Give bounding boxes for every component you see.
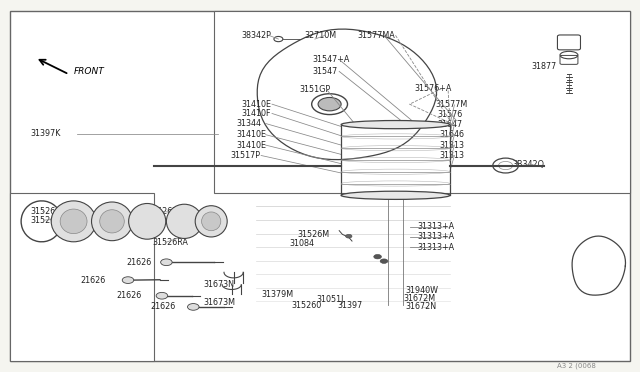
Text: 315260: 315260: [291, 301, 321, 310]
Text: 3B342Q: 3B342Q: [512, 160, 544, 169]
Ellipse shape: [92, 202, 132, 241]
Text: 31344: 31344: [237, 119, 262, 128]
Circle shape: [318, 97, 341, 111]
Text: 3151GP: 3151GP: [300, 85, 331, 94]
Text: 31673M: 31673M: [204, 298, 236, 307]
Text: 31526RB: 31526RB: [31, 216, 67, 225]
Ellipse shape: [341, 121, 450, 129]
Text: 21626: 21626: [80, 276, 105, 285]
Text: 31397K: 31397K: [31, 129, 61, 138]
Circle shape: [380, 259, 388, 263]
Ellipse shape: [129, 203, 166, 239]
Text: 31646: 31646: [439, 130, 464, 139]
Text: 31051J: 31051J: [317, 295, 344, 304]
Text: 31313+A: 31313+A: [417, 243, 454, 252]
Text: 32710M: 32710M: [304, 31, 336, 40]
Ellipse shape: [166, 204, 202, 238]
Text: 31577M: 31577M: [435, 100, 467, 109]
Text: 21626: 21626: [127, 258, 152, 267]
Text: 31410F: 31410F: [242, 109, 271, 118]
Text: 38342P: 38342P: [242, 31, 272, 40]
Circle shape: [122, 277, 134, 283]
Text: 31526M: 31526M: [297, 230, 329, 239]
Ellipse shape: [195, 206, 227, 237]
Text: 31877: 31877: [531, 62, 556, 71]
Text: 31547+A: 31547+A: [312, 55, 349, 64]
Text: 31673N: 31673N: [204, 280, 234, 289]
Text: 31410E: 31410E: [242, 100, 272, 109]
Ellipse shape: [51, 201, 96, 242]
Text: 31577MA: 31577MA: [357, 31, 395, 40]
Text: 21626: 21626: [150, 302, 175, 311]
Text: 31526RC: 31526RC: [31, 207, 67, 216]
Text: 31410E: 31410E: [237, 141, 267, 150]
Circle shape: [188, 304, 199, 310]
Text: 31313+A: 31313+A: [417, 222, 454, 231]
Ellipse shape: [341, 191, 450, 199]
Ellipse shape: [202, 212, 221, 231]
Text: 31410E: 31410E: [237, 130, 267, 139]
Text: 31313: 31313: [439, 151, 464, 160]
Circle shape: [346, 234, 352, 238]
Text: 31672M: 31672M: [403, 294, 435, 303]
Text: 31672N: 31672N: [405, 302, 436, 311]
Text: A3 2 (0068: A3 2 (0068: [557, 362, 596, 369]
Text: 31313: 31313: [439, 141, 464, 150]
Text: 31940W: 31940W: [405, 286, 438, 295]
Text: 31313+A: 31313+A: [417, 232, 454, 241]
Text: 31379M: 31379M: [261, 290, 293, 299]
Text: 31576+A: 31576+A: [415, 84, 452, 93]
Circle shape: [156, 292, 168, 299]
Text: 31517P: 31517P: [230, 151, 260, 160]
Text: 31647: 31647: [437, 120, 462, 129]
Text: 31526R: 31526R: [147, 207, 178, 216]
Text: 31547: 31547: [312, 67, 337, 76]
Text: 31526RA: 31526RA: [152, 238, 188, 247]
Bar: [10, 193, 154, 361]
Text: 31576: 31576: [437, 110, 462, 119]
Text: 31084: 31084: [290, 239, 315, 248]
Text: 21626: 21626: [116, 291, 141, 300]
Ellipse shape: [60, 209, 87, 234]
Text: 31397: 31397: [337, 301, 362, 310]
Ellipse shape: [100, 210, 124, 233]
Text: FRONT: FRONT: [74, 67, 104, 76]
Circle shape: [161, 259, 172, 266]
Circle shape: [374, 254, 381, 259]
Bar: [214, 11, 630, 193]
